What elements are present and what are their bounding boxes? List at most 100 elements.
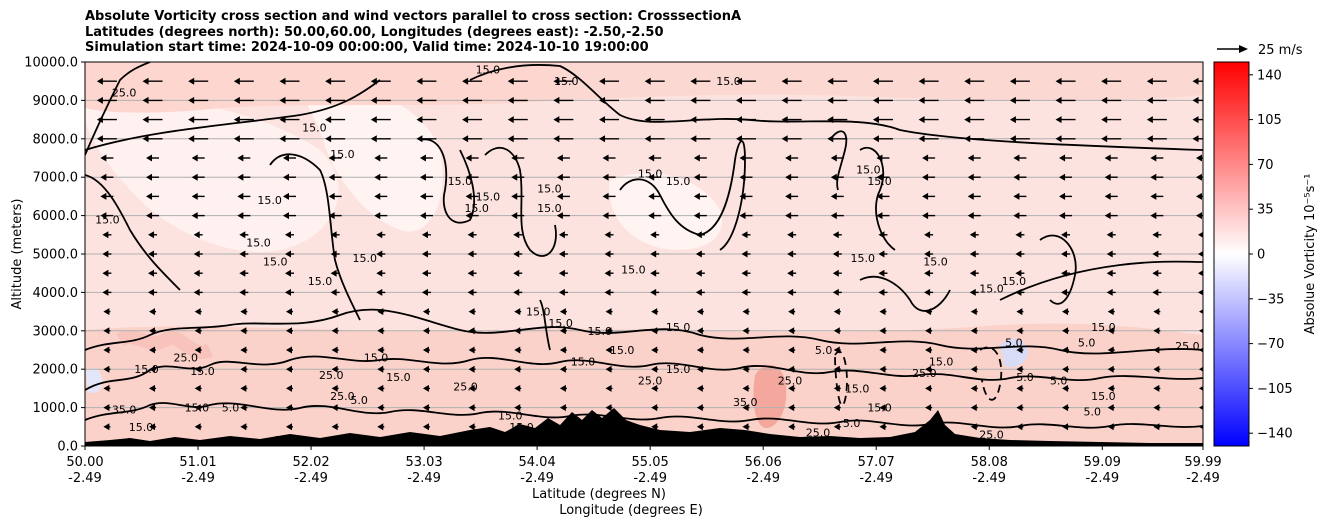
wind-vector [648,154,662,162]
wind-vector-head [1196,212,1202,220]
wind-vector-head [1153,384,1160,392]
wind-vector-head [96,77,103,85]
wind-vector-head [1059,154,1066,162]
contour-label: 5.0 [815,344,833,357]
wind-vector [149,327,157,335]
wind-vector [239,231,249,239]
contour-label: 15.0 [851,252,876,265]
wind-vector [605,404,613,412]
wind-vector [553,135,574,143]
wind-vector [1107,423,1115,431]
wind-vector [650,250,660,258]
wind-vector [830,173,844,181]
wind-vector-head [922,212,929,220]
wind-vector [377,308,385,316]
wind-vector [969,269,979,277]
wind-vector-head [1153,308,1160,316]
wind-vector [644,77,665,85]
wind-vector [872,96,893,104]
wind-vector-head [1062,308,1069,316]
wind-vector [103,404,111,412]
wind-vector-head [787,250,794,258]
wind-vector [96,116,117,124]
wind-vector-head [918,96,925,104]
wind-vector-head [1198,270,1203,277]
wind-vector-head [416,77,423,85]
wind-vector [1146,135,1167,143]
title-line-2: Latitudes (degrees north): 50.00,60.00, … [85,24,664,40]
wind-vector-head [651,308,658,316]
wind-vector-head [1199,309,1203,314]
contour-label: 15.0 [353,252,378,265]
contour-label: 5.0 [1016,371,1034,384]
contour-label: 15.0 [95,213,120,226]
wind-vector [377,423,385,431]
contour-label: 15.0 [386,371,411,384]
wind-vector-head [284,250,291,258]
wind-vector [331,365,339,373]
wind-vector [964,96,985,104]
wind-vector [1101,116,1122,124]
wind-vector-head [1146,135,1153,143]
wind-vector-head [328,173,335,181]
contour-label: 5.0 [222,402,240,415]
wind-vector [924,231,934,239]
wind-vector-head [507,116,514,124]
x-axis-label-latitude: Latitude (degrees N) [532,487,666,502]
wind-vector-head [416,96,423,104]
wind-vector-head [96,135,103,143]
wind-vector-head [735,116,742,124]
wind-vector-head [285,365,292,373]
wind-vector-head [1015,288,1022,296]
contour-label: 25.0 [330,390,355,403]
wind-vector-head [1192,96,1199,104]
wind-vector [1016,384,1024,392]
wind-vector [969,231,979,239]
wind-vector-head [1101,135,1108,143]
x-tick-label-latitude: 56.06 [745,455,782,470]
wind-vector-head [149,346,156,354]
wind-vector [142,77,163,85]
wind-vector [328,173,342,181]
wind-vector [876,212,890,220]
wind-vector [925,308,933,316]
quiver-key: 25 m/s [1217,43,1303,58]
wind-vector-head [188,77,195,85]
wind-vector [240,346,248,354]
wind-vector-head [239,269,246,277]
wind-vector [1009,77,1030,85]
wind-vector-head [735,135,742,143]
wind-vector-head [830,192,837,200]
wind-vector-head [1062,384,1069,392]
wind-vector-head [1013,192,1020,200]
wind-vector [1106,250,1116,258]
wind-vector [879,384,887,392]
wind-vector [514,404,522,412]
contour-label: 15.0 [526,306,551,319]
wind-vector [781,77,802,85]
contour-label: 5.0 [1083,405,1101,418]
wind-vector-head [462,135,469,143]
x-tick-label-longitude: -2.49 [520,471,554,486]
wind-vector-head [559,384,566,392]
wind-vector [422,423,430,431]
wind-vector [370,116,391,124]
wind-vector [465,212,479,220]
wind-vector [1104,154,1118,162]
wind-vector-head [788,423,795,431]
wind-vector-head [925,346,932,354]
wind-vector [599,96,620,104]
wind-vector-head [924,288,931,296]
wind-vector-head [1013,154,1020,162]
wind-vector [1062,308,1070,316]
wind-vector [830,192,844,200]
wind-vector-head [1055,135,1062,143]
contour-label: 5.0 [1078,336,1096,349]
wind-vector-head [967,154,974,162]
wind-vector-head [969,231,976,239]
contour-label: 25.0 [1175,340,1200,353]
wind-vector-head [331,327,338,335]
wind-vector-head [741,231,748,239]
wind-vector [651,423,659,431]
wind-vector-head [102,288,109,296]
